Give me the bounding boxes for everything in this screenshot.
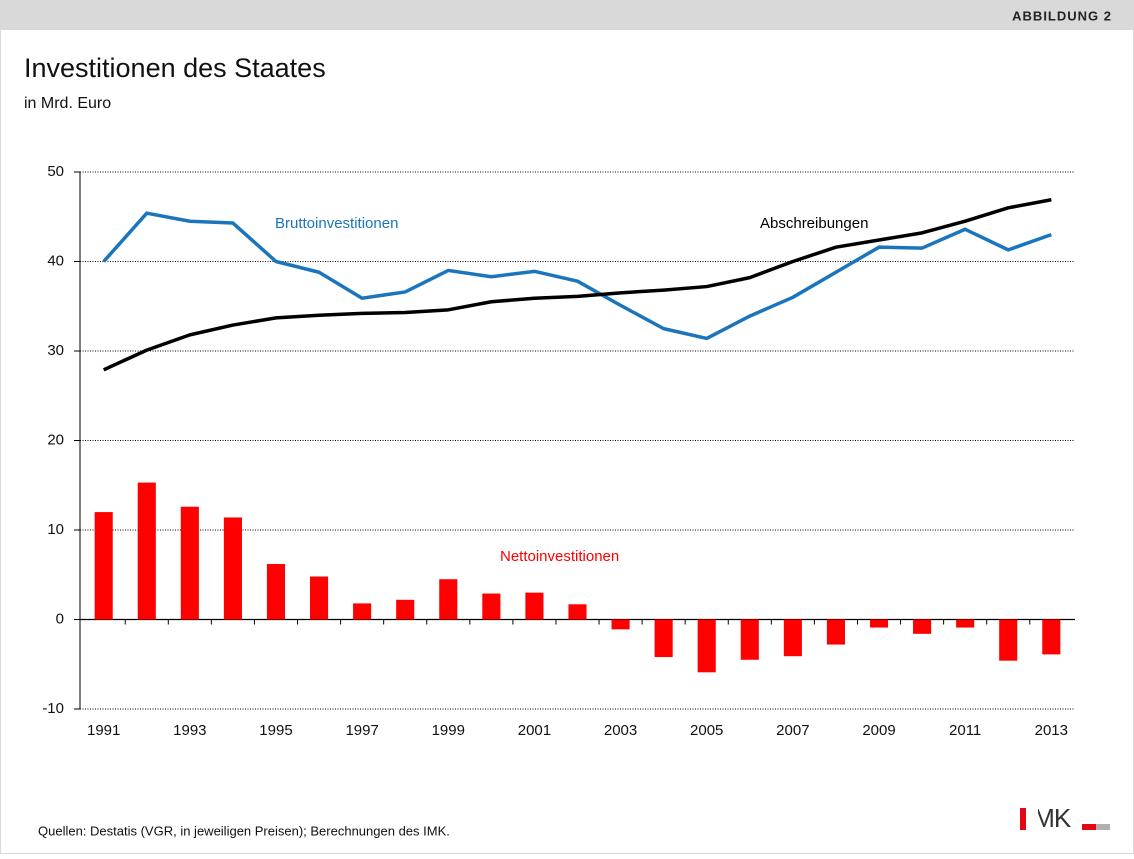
bar (826, 619, 845, 645)
bar (740, 619, 759, 660)
x-tick-label: 2009 (862, 722, 895, 739)
y-tick-label: -10 (42, 700, 64, 717)
x-tick-label: 1993 (173, 722, 206, 739)
bar (568, 604, 587, 620)
logo-mark (1020, 808, 1026, 830)
y-tick-label: 0 (56, 610, 64, 627)
y-tick-label: 50 (47, 163, 64, 180)
x-tick-label: 1995 (259, 722, 292, 739)
y-tick-label: 30 (47, 342, 64, 359)
chart-title: Investitionen des Staates (24, 53, 326, 83)
x-tick-label: 2001 (518, 722, 551, 739)
bar (482, 593, 501, 620)
bar (396, 599, 415, 620)
series-label: Nettoinvestitionen (500, 548, 619, 565)
bar (353, 603, 372, 620)
bar (783, 619, 802, 657)
x-tick-label: 1999 (432, 722, 465, 739)
line (102, 211, 1052, 341)
bar (869, 619, 889, 628)
y-tick-label: 10 (47, 521, 64, 538)
logo-bar (1096, 824, 1110, 830)
header-label: ABBILDUNG 2 (1012, 8, 1112, 23)
series-label: Bruttoinvestitionen (275, 215, 398, 232)
y-tick-label: 40 (47, 252, 64, 269)
bar (223, 517, 242, 620)
x-tick-label: 2007 (776, 722, 809, 739)
series-label: Abschreibungen (760, 215, 868, 232)
bar (611, 619, 630, 630)
bar (180, 506, 199, 620)
bar (697, 619, 716, 673)
x-tick-label: 2011 (949, 722, 981, 739)
x-tick-label: 1997 (345, 722, 378, 739)
x-tick-label: 2005 (690, 722, 723, 739)
x-tick-label: 2003 (604, 722, 637, 739)
x-tick-label: 1991 (87, 722, 120, 739)
x-tick-label: 2013 (1035, 722, 1068, 739)
logo-bar (1082, 824, 1096, 830)
line (102, 198, 1052, 372)
y-tick-label: 20 (47, 431, 64, 448)
bar (654, 619, 673, 658)
bar (439, 579, 458, 620)
bar (956, 619, 975, 628)
bar (137, 482, 156, 620)
bar (94, 512, 113, 620)
bar (999, 619, 1018, 661)
header-bar (0, 0, 1134, 30)
bar (310, 576, 329, 620)
bar (266, 564, 286, 620)
bar (1042, 619, 1061, 655)
source-note: Quellen: Destatis (VGR, in jeweiligen Pr… (38, 823, 450, 838)
bar (525, 592, 544, 620)
bar (913, 619, 932, 634)
chart-subtitle: in Mrd. Euro (24, 95, 111, 112)
